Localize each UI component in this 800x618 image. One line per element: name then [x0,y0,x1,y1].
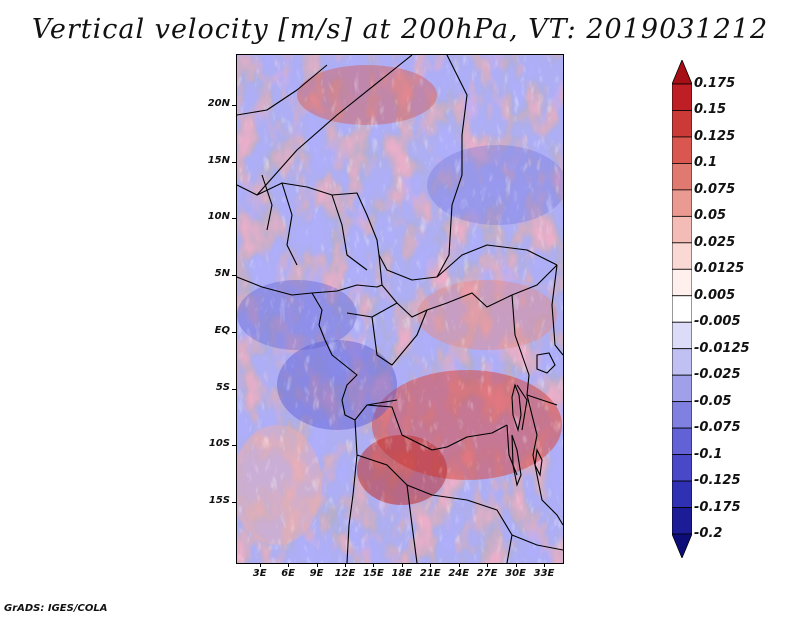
lat-tick [232,332,236,333]
colorbar-bin [671,242,693,270]
colorbar-tick-label: 0.15 [694,102,727,118]
lat-tick [232,218,236,219]
lat-tick-label: 10S [208,438,230,450]
lon-tick [260,563,261,567]
lon-tick [317,563,318,567]
colorbar-tick-label: 0.125 [694,128,736,144]
lon-tick-label: 12E [334,568,356,579]
lon-tick [544,563,545,567]
colorbar-tick-label: 0.175 [694,76,736,91]
colorbar-bin [671,295,693,323]
lat-tick [232,389,236,390]
colorbar-bin [671,374,693,403]
lon-tick [516,563,517,567]
colorbar-tick-label: -0.075 [694,420,741,436]
colorbar-tick-label: -0.2 [694,526,723,541]
field-fine-texture [237,55,563,563]
colorbar-bin [671,401,693,429]
lat-tick-label: 15N [207,154,230,166]
lat-tick [232,445,236,446]
colorbar-tick-label: 0.05 [694,208,727,224]
colorbar-bin [671,163,693,191]
colorbar-scale [671,58,693,560]
lon-tick-label: 21E [419,568,441,579]
vertical-velocity-field [237,55,563,563]
lat-tick-label: 5S [215,381,230,393]
lat-tick [232,162,236,163]
lat-tick [232,275,236,276]
colorbar-bin [671,215,693,244]
colorbar-bin [671,427,693,455]
colorbar-tick-label: 0.1 [694,155,718,171]
colorbar-bin [671,454,693,482]
colorbar-tick-label: -0.005 [694,314,741,330]
lat-tick-label: 15S [208,494,230,506]
colorbar-tick-label: -0.0125 [694,340,750,356]
lake-outlines [511,352,556,487]
lon-tick-label: 27E [476,568,498,579]
colorbar-bin [671,507,693,535]
lon-tick-label: 33E [533,568,555,579]
lon-tick [373,563,374,567]
colorbar-bin [671,136,693,164]
colorbar-bin [671,268,693,297]
colorbar-bin [671,83,693,111]
colorbar-bin [671,110,693,138]
lon-tick [288,563,289,567]
lon-tick-label: 3E [252,568,267,579]
colorbar [671,58,693,560]
lat-tick-label: 10N [207,211,230,223]
chart-title: Vertical velocity [m/s] at 200hPa, VT: 2… [31,14,769,45]
colorbar-bin [671,348,693,376]
lon-tick-label: 18E [391,568,413,579]
lon-tick-label: 6E [281,568,295,579]
lat-tick [232,502,236,503]
colorbar-bin [671,480,693,508]
lon-tick-label: 30E [505,568,526,579]
colorbar-tick-label: -0.1 [694,446,723,462]
lon-tick-label: 9E [309,568,324,579]
colorbar-tick-label: 0.075 [694,181,736,197]
colorbar-tick-label: 0.025 [694,234,736,250]
lon-tick-label: 24E [448,568,470,579]
grads-credit: GrADS: IGES/COLA [4,603,108,614]
lat-tick-label: 20N [207,98,230,110]
map-frame[interactable] [236,54,564,564]
colorbar-tick-label: -0.175 [694,499,741,515]
lon-tick [487,563,488,567]
colorbar-bin [671,533,693,560]
colorbar-tick-label: -0.125 [694,473,741,489]
lon-tick [402,563,403,567]
colorbar-tick-label: 0.0125 [694,261,745,277]
lat-tick-label: 5N [214,268,230,280]
colorbar-bin [671,189,693,217]
country-borders [237,55,563,563]
colorbar-tick-label: -0.05 [694,393,732,409]
lat-tick [232,105,236,106]
colorbar-bin [671,58,693,85]
lon-tick-label: 15E [363,568,384,579]
lat-tick-label: EQ [214,324,230,336]
colorbar-bin [671,321,693,350]
lon-tick [459,563,460,567]
lon-tick [430,563,431,567]
colorbar-tick-label: 0.005 [694,287,736,303]
lon-tick [345,563,346,567]
colorbar-tick-label: -0.025 [694,367,741,383]
